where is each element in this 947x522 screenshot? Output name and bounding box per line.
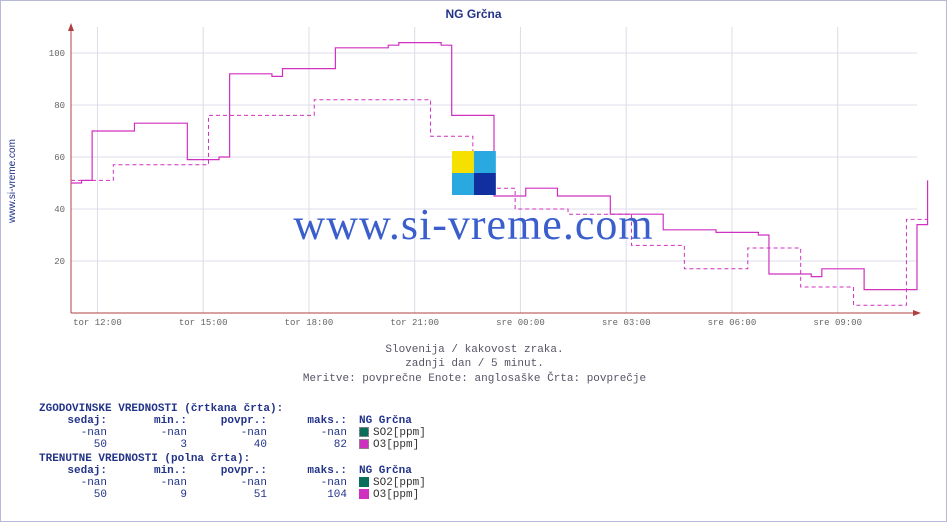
table-title: TRENUTNE VREDNOSTI (polna črta): [39,453,499,465]
table-cell: -nan [39,477,119,489]
table-header: NG Grčna [359,465,499,477]
table-label: O3[ppm] [359,489,499,501]
svg-text:tor 21:00: tor 21:00 [390,318,439,328]
svg-text:40: 40 [54,205,65,215]
caption-line: Meritve: povprečne Enote: anglosaške Črt… [1,372,947,386]
table-header: min.: [119,465,199,477]
series-swatch-icon [359,489,369,499]
table-header: maks.: [279,465,359,477]
table-header-row: sedaj:min.:povpr.:maks.:NG Grčna [39,465,499,477]
table-header: NG Grčna [359,415,499,427]
table-row: 50951104O3[ppm] [39,489,499,501]
table-label: O3[ppm] [359,439,499,451]
table-cell: -nan [119,477,199,489]
table-header-row: sedaj:min.:povpr.:maks.:NG Grčna [39,415,499,427]
table-label: SO2[ppm] [359,477,499,489]
table-title: ZGODOVINSKE VREDNOSTI (črtkana črta): [39,403,499,415]
table-row: 5034082O3[ppm] [39,439,499,451]
series-swatch-icon [359,427,369,437]
plot-svg: 20 40 60 80 100 tor 12:00 tor 15:00 tor 18:00 to… [31,23,931,343]
table-header: povpr.: [199,415,279,427]
svg-text:sre 03:00: sre 03:00 [602,318,651,328]
series-swatch-icon [359,477,369,487]
table-row: -nan-nan-nan-nanSO2[ppm] [39,477,499,489]
table-header: maks.: [279,415,359,427]
data-tables: ZGODOVINSKE VREDNOSTI (črtkana črta):sed… [39,401,499,501]
plot-area: 20 40 60 80 100 tor 12:00 tor 15:00 tor 18:00 to… [31,23,931,343]
y-axis-label: www.si-vreme.com [7,51,21,311]
table-label: SO2[ppm] [359,427,499,439]
table-cell: 50 [39,439,119,451]
table-cell: 50 [39,489,119,501]
series-swatch-icon [359,439,369,449]
table-cell: -nan [279,477,359,489]
table-header: min.: [119,415,199,427]
table-cell: -nan [199,477,279,489]
caption-line: zadnji dan / 5 minut. [1,357,947,371]
svg-text:tor 18:00: tor 18:00 [285,318,334,328]
caption-line: Slovenija / kakovost zraka. [1,343,947,357]
table-cell: 3 [119,439,199,451]
caption-block: Slovenija / kakovost zraka. zadnji dan /… [1,343,947,386]
table-cell: -nan [119,427,199,439]
svg-text:100: 100 [49,49,65,59]
svg-text:tor 12:00: tor 12:00 [73,318,122,328]
chart-frame: NG Grčna www.si-vreme.com 20 40 60 80 100 tor… [0,0,947,522]
table-row: -nan-nan-nan-nanSO2[ppm] [39,427,499,439]
table-cell: 40 [199,439,279,451]
svg-text:tor 15:00: tor 15:00 [179,318,228,328]
svg-text:60: 60 [54,153,65,163]
chart-title: NG Grčna [1,1,946,21]
table-header: sedaj: [39,465,119,477]
table-cell: -nan [39,427,119,439]
table-cell: 82 [279,439,359,451]
table-header: povpr.: [199,465,279,477]
svg-text:sre 00:00: sre 00:00 [496,318,545,328]
svg-text:80: 80 [54,101,65,111]
table-cell: 51 [199,489,279,501]
table-cell: 9 [119,489,199,501]
table-header: sedaj: [39,415,119,427]
svg-text:20: 20 [54,257,65,267]
table-cell: 104 [279,489,359,501]
table-cell: -nan [199,427,279,439]
svg-text:sre 06:00: sre 06:00 [708,318,757,328]
svg-text:sre 09:00: sre 09:00 [813,318,862,328]
table-cell: -nan [279,427,359,439]
